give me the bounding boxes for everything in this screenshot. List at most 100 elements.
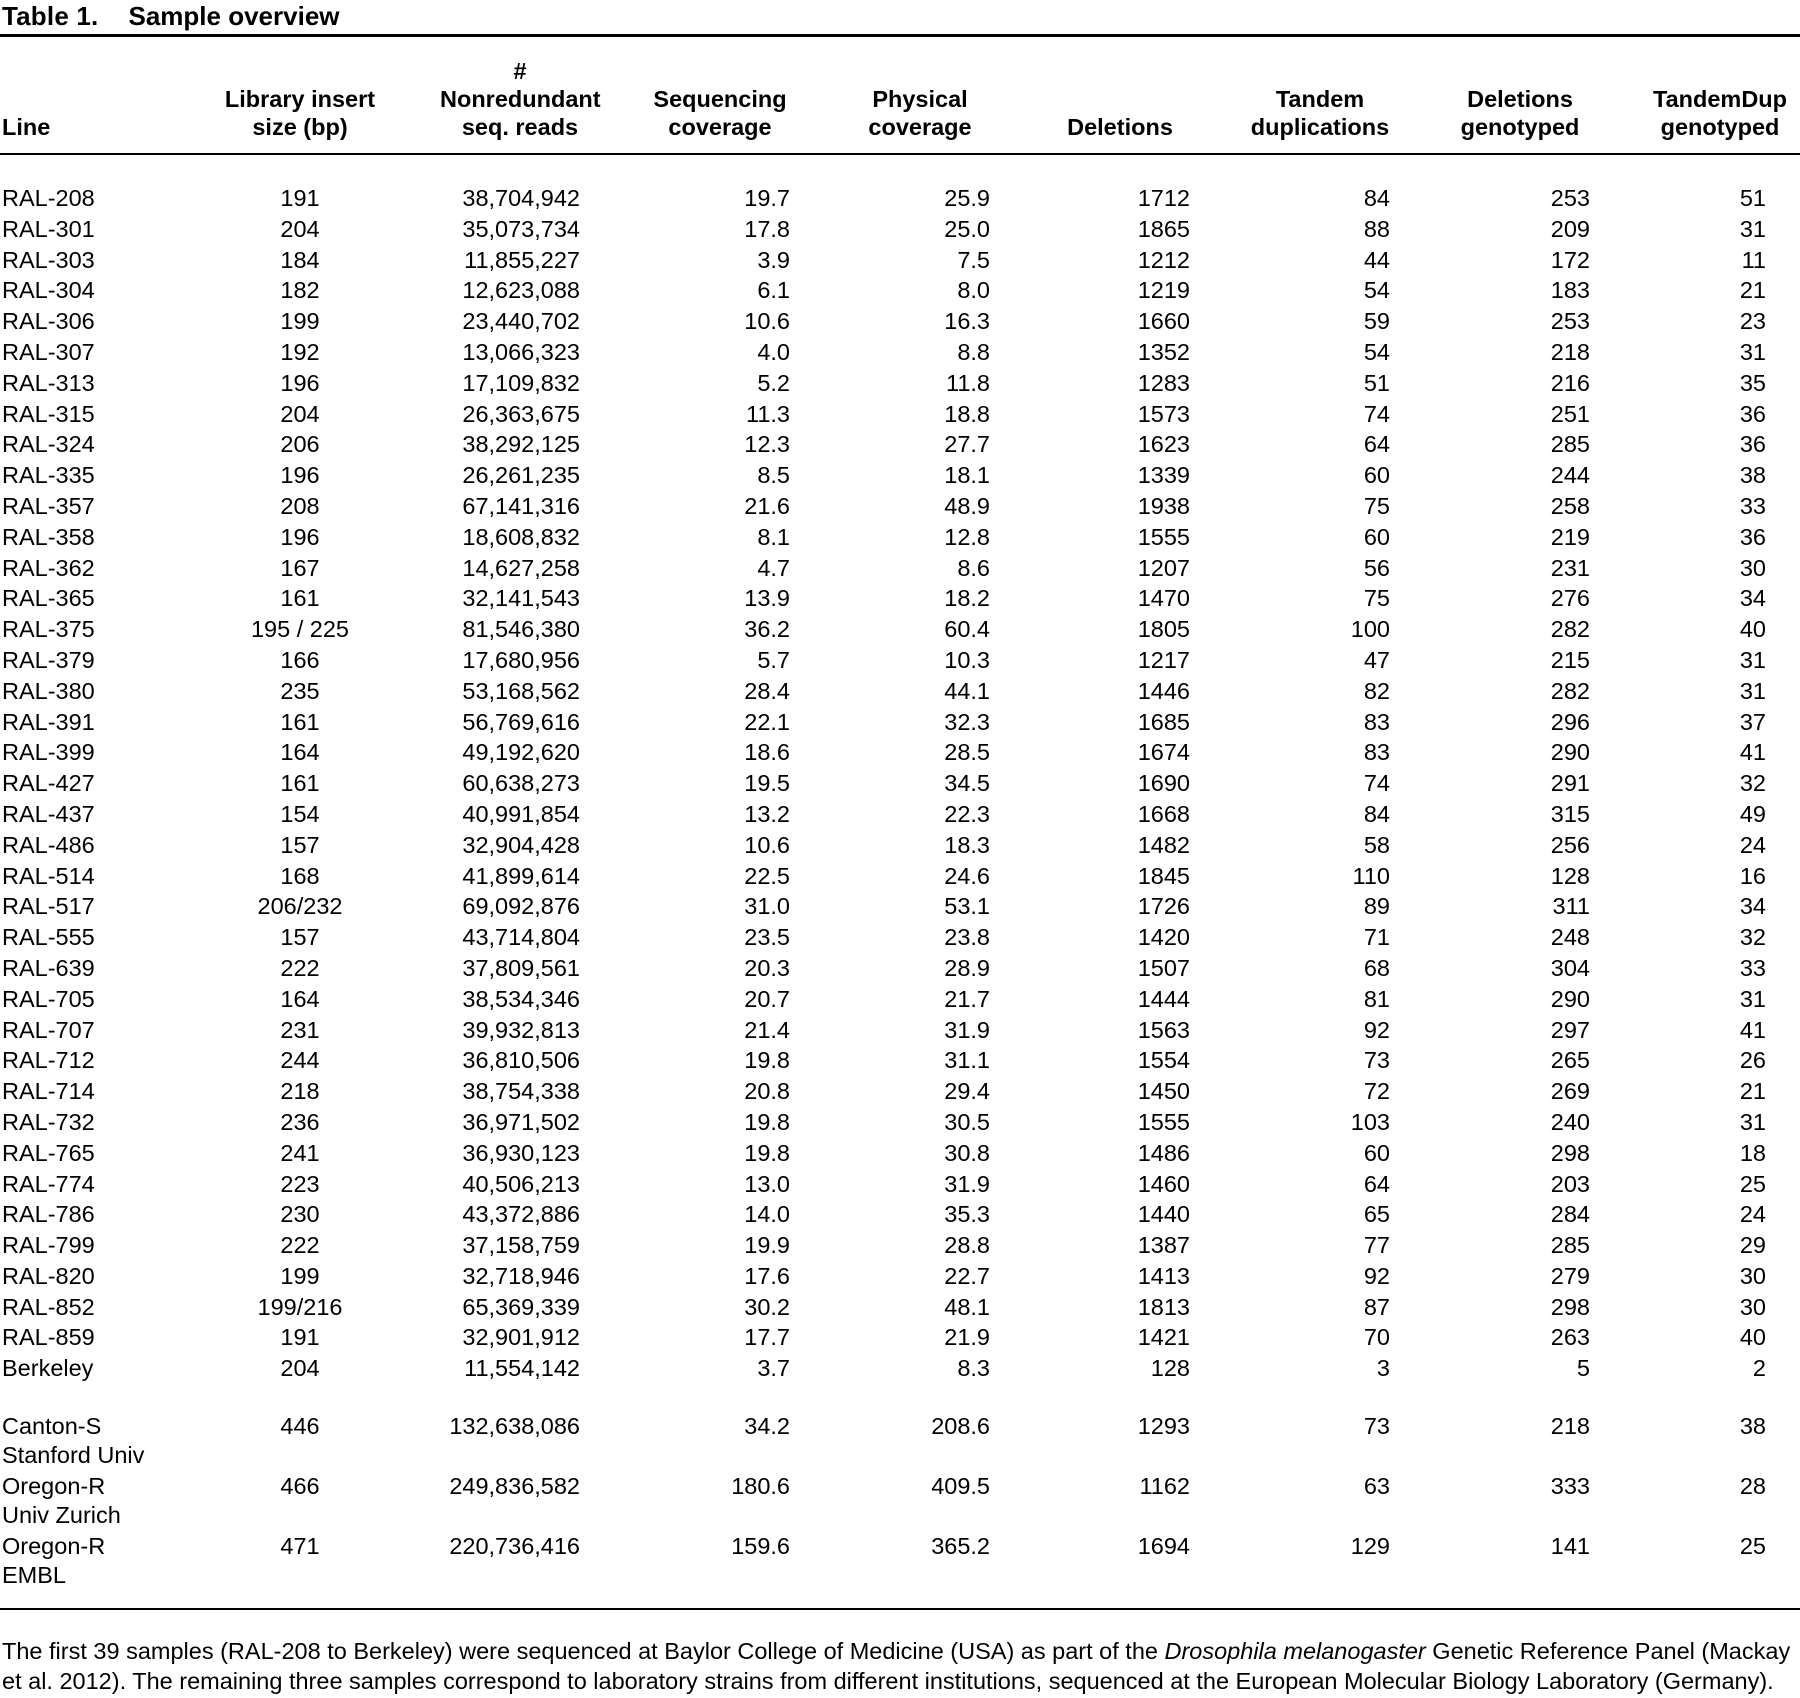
value-cell: 30 (1739, 554, 1766, 581)
value-cell: 1460 (1137, 1170, 1190, 1197)
value-cell: 240 (1550, 1108, 1590, 1135)
value-cell: 290 (1550, 739, 1590, 766)
value-cell: 19.7 (744, 185, 790, 211)
value-cell: 296 (1550, 708, 1590, 735)
table-row: RAL-391 161 56,769,616 22.1 32.3 1685 83 296 37 (0, 707, 1800, 738)
value-cell: 35.3 (944, 1201, 990, 1228)
value-cell: 263 (1550, 1324, 1590, 1351)
value-cell: 333 (1550, 1473, 1590, 1500)
table-row: RAL-362 167 14,627,258 4.7 8.6 1207 56 231 30 (0, 553, 1800, 584)
value-cell: 28.4 (744, 677, 790, 704)
value-cell: 1486 (1137, 1139, 1190, 1166)
table-row: RAL-379 166 17,680,956 5.7 10.3 1217 47 215 31 (0, 645, 1800, 676)
value-cell: 253 (1550, 185, 1590, 211)
value-cell: 84 (1363, 185, 1390, 211)
value-cell: 8.8 (957, 338, 990, 365)
value-cell: 31 (1739, 338, 1766, 365)
value-cell: 53.1 (944, 893, 990, 920)
table-row: RAL-732 236 36,971,502 19.8 30.5 1555 103 240 31 (0, 1107, 1800, 1138)
value-cell: 248 (1550, 924, 1590, 951)
value-cell: 20.8 (744, 1078, 790, 1105)
value-cell: 25.0 (944, 215, 990, 242)
line-cell: RAL-303 (2, 246, 95, 273)
value-cell: 26,261,235 (462, 462, 580, 489)
value-cell: 25.9 (944, 185, 990, 211)
value-cell: 34.2 (744, 1413, 790, 1440)
table-row: RAL-514 168 41,899,614 22.5 24.6 1845 110 128 16 (0, 861, 1800, 892)
line-cell: RAL-859 (2, 1324, 95, 1351)
line-cell: RAL-313 (2, 369, 95, 396)
value-cell: 208.6 (931, 1413, 990, 1440)
value-cell: 36,930,123 (462, 1139, 580, 1166)
value-cell: 34.5 (944, 770, 990, 797)
line-cell: RAL-357 (2, 492, 95, 519)
value-cell: 110 (1352, 862, 1390, 889)
line-cell: RAL-765 (2, 1139, 95, 1166)
value-cell: 35,073,734 (462, 215, 580, 242)
value-cell: 21 (1739, 277, 1766, 304)
value-cell: 51 (1739, 185, 1766, 211)
table-row: RAL-380 235 53,168,562 28.4 44.1 1446 82 282 31 (0, 676, 1800, 707)
value-cell: 231 (280, 1016, 320, 1043)
value-cell: 1805 (1137, 616, 1190, 643)
value-cell: 10.3 (944, 646, 990, 673)
column-header: Deletions (1000, 35, 1200, 155)
line-cell: RAL-712 (2, 1047, 95, 1074)
value-cell: 22.3 (944, 800, 990, 827)
value-cell: 41 (1739, 1016, 1766, 1043)
value-cell: 8.5 (757, 462, 790, 489)
table-row: RAL-705 164 38,534,346 20.7 21.7 1444 81 290 31 (0, 984, 1800, 1015)
value-cell: 18 (1739, 1139, 1766, 1166)
value-cell: 60 (1363, 1139, 1390, 1166)
value-cell: 36 (1739, 523, 1766, 550)
value-cell: 191 (280, 1324, 320, 1351)
value-cell: 282 (1550, 677, 1590, 704)
value-cell: 64 (1363, 431, 1390, 458)
line-cell: RAL-707 (2, 1016, 95, 1043)
value-cell: 39,932,813 (462, 1016, 580, 1043)
column-header: Library insert size (bp) (200, 35, 400, 155)
value-cell: 204 (280, 400, 320, 427)
table-body: RAL-208 191 38,704,942 19.7 25.9 1712 84 253 51 R… (0, 154, 1800, 1609)
line-cell: RAL-705 (2, 985, 95, 1012)
value-cell: 1420 (1137, 924, 1190, 951)
column-header: Tandem duplications (1200, 35, 1400, 155)
value-cell: 22.7 (944, 1262, 990, 1289)
value-cell: 166 (280, 646, 320, 673)
value-cell: 192 (280, 338, 320, 365)
line-cell: RAL-365 (2, 585, 95, 612)
value-cell: 16 (1739, 862, 1766, 889)
value-cell: 103 (1350, 1108, 1390, 1135)
value-cell: 195 / 225 (250, 616, 349, 643)
value-cell: 1573 (1137, 400, 1190, 427)
value-cell: 38 (1739, 462, 1766, 489)
value-cell: 285 (1550, 1232, 1590, 1259)
line-cell: RAL-774 (2, 1170, 95, 1197)
value-cell: 220,736,416 (449, 1533, 580, 1560)
value-cell: 47 (1363, 646, 1390, 673)
value-cell: 68 (1363, 954, 1390, 981)
value-cell: 215 (1550, 646, 1590, 673)
line-cell: RAL-732 (2, 1108, 95, 1135)
column-header: Sequencing coverage (600, 35, 800, 155)
value-cell: 1482 (1137, 831, 1190, 858)
value-cell: 132,638,086 (449, 1413, 580, 1440)
value-cell: 1440 (1137, 1201, 1190, 1228)
value-cell: 21.6 (744, 492, 790, 519)
value-cell: 1219 (1137, 277, 1190, 304)
value-cell: 164 (280, 739, 320, 766)
value-cell: 1938 (1137, 492, 1190, 519)
table-title: Table 1. Sample overview (0, 0, 1800, 34)
value-cell: 4.7 (757, 554, 790, 581)
footnote-text-start: The first 39 samples (RAL-208 to Berkele… (2, 1638, 1165, 1665)
column-header: Line (0, 35, 200, 155)
value-cell: 31 (1739, 1108, 1766, 1135)
value-cell: 53,168,562 (462, 677, 580, 704)
value-cell: 60.4 (944, 616, 990, 643)
value-cell: 8.3 (957, 1355, 990, 1382)
value-cell: 251 (1550, 400, 1590, 427)
value-cell: 249,836,582 (449, 1473, 580, 1500)
table-row: Canton-S Stanford Univ 446 132,638,086 34.2 2… (0, 1412, 1800, 1472)
value-cell: 11,554,142 (464, 1355, 580, 1382)
value-cell: 20.7 (744, 985, 790, 1012)
